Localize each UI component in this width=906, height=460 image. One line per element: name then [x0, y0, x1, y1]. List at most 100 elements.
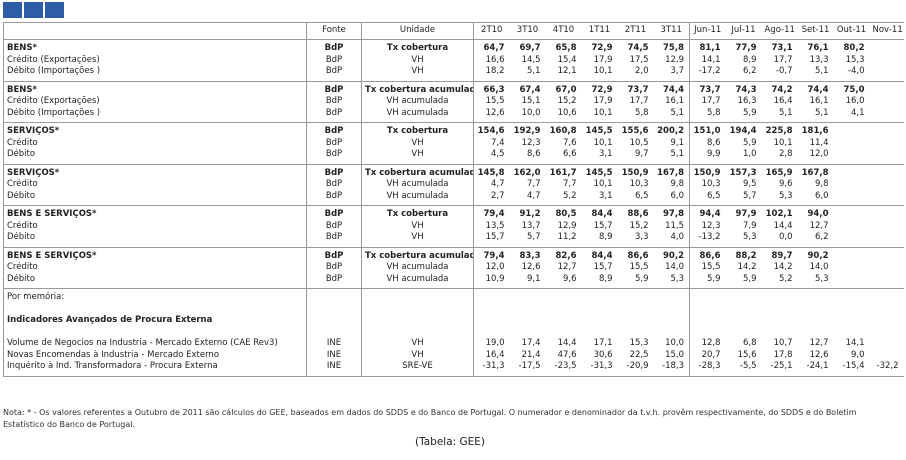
value-cell: 94,0 — [807, 209, 829, 219]
value-cell: 5,9 — [742, 273, 757, 284]
value-cell: 11,5 — [665, 220, 684, 231]
empty-cell — [870, 327, 904, 339]
value-cell: 5,9 — [634, 273, 649, 284]
value-cell: 12,3 — [689, 220, 726, 232]
value-cell: 8,9 — [742, 54, 757, 65]
value-cell: 10,1 — [593, 179, 613, 189]
empty-cell — [582, 327, 618, 339]
row-label: Débito — [3, 190, 307, 206]
memo-title-row: Por memória: — [3, 288, 904, 304]
empty-cell — [689, 288, 726, 304]
value-cell: 5,1 — [814, 107, 829, 118]
value-cell: 65,8 — [555, 43, 577, 53]
value-cell: 17,9 — [593, 96, 613, 106]
empty-cell — [582, 289, 618, 304]
value-cell — [870, 55, 904, 67]
value-cell: 20,7 — [689, 349, 726, 361]
value-cell: 17,9 — [593, 54, 613, 65]
value-cell: 79,4 — [473, 247, 510, 262]
value-cell: 15,1 — [521, 96, 541, 106]
icon-square — [3, 2, 22, 18]
header-cell: 4T10 — [545, 22, 582, 40]
empty-cell — [582, 304, 618, 316]
value-cell — [870, 262, 904, 274]
value-cell: 7,4 — [473, 137, 510, 149]
row-label: Inquérito à Ind. Transformadora - Procur… — [3, 361, 307, 376]
source-cell: BdP — [306, 220, 362, 232]
empty-cell — [689, 315, 726, 327]
unit-cell: Tx cobertura acumulada — [361, 247, 474, 262]
value-cell: 17,7 — [689, 96, 726, 108]
value-cell: 86,6 — [627, 250, 649, 261]
value-cell: 91,2 — [519, 209, 541, 219]
row-label: Crédito (Exportações) — [3, 96, 307, 108]
empty-cell — [546, 289, 582, 304]
source-cell: BdP — [306, 107, 362, 123]
table-row: BENS* BdP Tx cobertura acumulada 66,3 67,4 67… — [3, 81, 904, 96]
value-cell: 9,1 — [670, 137, 684, 148]
value-cell: 8,6 — [526, 149, 541, 159]
value-cell — [870, 206, 904, 221]
memo-title: Por memória: — [3, 288, 307, 304]
value-cell: 13,3 — [809, 54, 829, 65]
empty-cell — [510, 327, 546, 339]
value-cell: 5,3 — [670, 273, 684, 284]
value-cell: 8,6 — [689, 137, 726, 149]
value-cell: 15,2 — [629, 220, 649, 231]
empty-cell — [798, 289, 834, 304]
value-cell: -5,5 — [739, 361, 757, 371]
value-cell: 0,0 — [778, 232, 793, 242]
value-cell: 19,0 — [473, 338, 510, 350]
table-section: BENS* BdP Tx cobertura 64,7 69,7 65,8 72,9 74,5… — [3, 39, 904, 81]
value-cell: 9,0 — [850, 349, 865, 360]
row-label: Volume de Negocios na Industria - Mercad… — [3, 338, 307, 350]
source-cell: BdP — [306, 149, 362, 164]
empty-cell — [546, 304, 582, 316]
table-row: Débito (Importações ) BdP VH acumulada 12,6… — [3, 107, 904, 123]
empty-cell — [582, 315, 618, 327]
value-cell: 16,4 — [773, 96, 793, 106]
header-cell: Nov-11 — [869, 22, 904, 40]
table-header: Fonte Unidade 2T10 3T10 4T10 1T11 2T11 3T11 Jun-… — [3, 22, 904, 40]
value-cell — [834, 262, 870, 274]
empty-cell — [306, 315, 362, 327]
value-cell: 83,3 — [519, 250, 541, 261]
value-cell: 4,7 — [526, 190, 541, 201]
empty-cell — [834, 304, 870, 316]
value-cell: 14,1 — [845, 338, 865, 348]
table-row: Crédito BdP VH 7,4 12,3 7,6 10,1 10,5 9,1 8,6 5,9 1… — [3, 137, 904, 150]
unit-cell: VH — [361, 232, 474, 247]
value-cell: 7,6 — [562, 137, 577, 148]
value-cell — [870, 274, 904, 289]
value-cell: 4,1 — [850, 107, 865, 118]
empty-cell — [834, 289, 870, 304]
row-label: BENS E SERVIÇOS* — [3, 247, 307, 262]
table-row: Crédito BdP VH acumulada 12,0 12,6 12,7 15,7 15… — [3, 262, 904, 274]
value-cell: 5,8 — [689, 107, 726, 123]
value-cell: 76,1 — [807, 43, 829, 53]
empty-cell — [762, 289, 798, 304]
value-cell: 13,7 — [521, 220, 541, 231]
value-cell: 12,7 — [809, 220, 829, 231]
value-cell: 12,9 — [557, 220, 577, 231]
source-cell: BdP — [306, 164, 362, 179]
table-section: BENS* BdP Tx cobertura acumulada 66,3 67,4 67… — [3, 81, 904, 123]
value-cell: 2,7 — [473, 190, 510, 206]
value-cell — [834, 138, 870, 150]
header-cell: Fonte — [306, 22, 362, 40]
value-cell: 6,5 — [689, 190, 726, 206]
value-cell: 9,8 — [814, 179, 829, 189]
empty-cell — [762, 304, 798, 316]
value-cell: 151,0 — [689, 122, 726, 138]
empty-cell — [726, 304, 762, 316]
empty-cell — [689, 303, 726, 315]
value-cell — [834, 247, 870, 262]
value-cell — [834, 232, 870, 247]
spacer-row — [3, 303, 904, 316]
value-cell: 7,9 — [742, 220, 757, 231]
unit-cell: VH — [361, 349, 474, 361]
value-cell: 162,0 — [513, 167, 541, 178]
value-cell: 4,5 — [473, 149, 510, 164]
table-row: BENS* BdP Tx cobertura 64,7 69,7 65,8 72,9 74,5… — [3, 39, 904, 55]
unit-cell: Tx cobertura acumulada — [361, 164, 474, 179]
